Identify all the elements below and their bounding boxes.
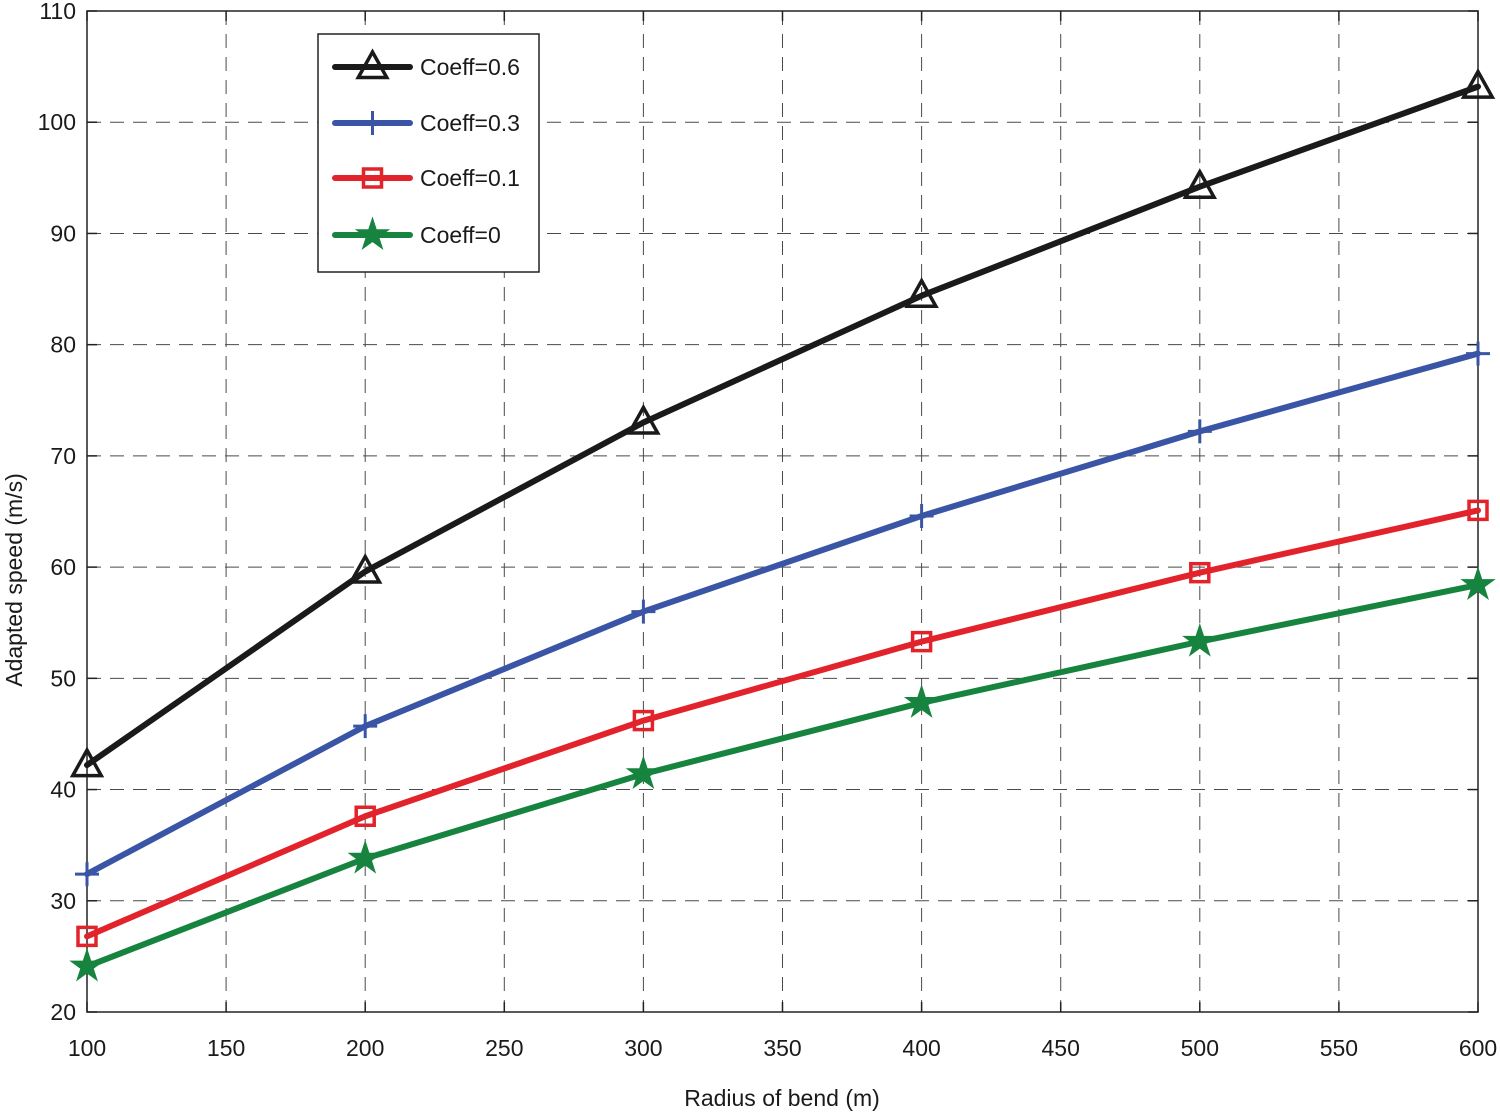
data-point: [353, 714, 378, 739]
data-point: [347, 552, 383, 584]
data-point: [1466, 341, 1490, 366]
data-point: [1182, 623, 1218, 657]
series-3: [76, 499, 1489, 948]
x-tick-label: 350: [763, 1035, 801, 1061]
data-point: [1460, 68, 1496, 99]
data-point: [625, 755, 662, 790]
series-line: [84, 83, 1481, 769]
legend-label: Coeff=0: [420, 222, 501, 248]
data-point: [631, 599, 656, 624]
y-tick-label: 40: [50, 777, 76, 803]
y-tick-label: 50: [50, 665, 76, 691]
legend-entry: Coeff=0.1: [332, 165, 520, 191]
series-line: [84, 507, 1481, 940]
series-4: [69, 566, 1496, 982]
series-line: [84, 350, 1481, 878]
y-tick-label: 80: [50, 332, 76, 358]
data-point: [76, 925, 98, 948]
x-axis: 100 150 200 250 300 350 400 450 500 550 600: [68, 11, 1497, 1061]
data-point: [632, 709, 655, 732]
data-point: [904, 277, 939, 308]
x-tick-label: 250: [485, 1035, 523, 1061]
legend-label: Coeff=0.6: [420, 54, 520, 80]
x-axis-title: Radius of bend (m): [684, 1085, 880, 1111]
legend: Coeff=0.6 Coeff=0.3 Coeff=0.1 Coeff=0: [317, 33, 540, 273]
x-tick-label: 500: [1181, 1035, 1219, 1061]
series-layer: [69, 68, 1496, 982]
data-point: [1189, 561, 1211, 584]
data-point: [1182, 168, 1218, 199]
x-tick-label: 600: [1459, 1035, 1497, 1061]
x-tick-label: 550: [1320, 1035, 1358, 1061]
data-point: [1460, 566, 1496, 600]
y-axis-title: Adapted speed (m/s): [1, 473, 27, 687]
y-tick-label: 20: [50, 999, 76, 1025]
x-tick-label: 400: [902, 1035, 940, 1061]
legend-label: Coeff=0.1: [420, 165, 520, 191]
y-tick-label: 90: [50, 220, 76, 246]
data-point: [1467, 499, 1489, 522]
data-point: [909, 503, 934, 528]
series-1: [69, 68, 1496, 778]
legend-marker: [355, 48, 390, 80]
x-tick-label: 200: [346, 1035, 384, 1061]
x-tick-label: 100: [68, 1035, 106, 1061]
y-tick-label: 70: [50, 443, 76, 469]
grid-lines: [87, 11, 1478, 1012]
data-point: [347, 839, 383, 874]
data-point: [626, 403, 661, 435]
x-tick-label: 450: [1042, 1035, 1080, 1061]
legend-entry: Coeff=0.3: [332, 110, 520, 136]
legend-entry: Coeff=0.6: [332, 48, 520, 80]
series-line: [84, 581, 1481, 970]
legend-marker: [354, 216, 391, 251]
legend-marker: [360, 111, 385, 135]
legend-marker: [361, 167, 384, 189]
legend-entry: Coeff=0: [332, 216, 501, 251]
data-point: [75, 862, 99, 887]
data-point: [903, 684, 940, 718]
y-tick-label: 100: [38, 109, 76, 135]
data-point: [354, 805, 376, 827]
legend-label: Coeff=0.3: [420, 110, 520, 136]
data-point: [1187, 419, 1212, 444]
data-point: [69, 746, 105, 778]
data-point: [69, 947, 105, 982]
y-axis: 20 30 40 50 60 70 80 90 100 110: [38, 0, 1478, 1025]
y-tick-label: 60: [50, 554, 76, 580]
y-tick-label: 30: [50, 888, 76, 914]
x-tick-label: 150: [207, 1035, 245, 1061]
y-tick-label: 110: [39, 0, 76, 24]
x-tick-label: 300: [624, 1035, 662, 1061]
series-2: [75, 341, 1490, 887]
data-point: [910, 630, 933, 653]
